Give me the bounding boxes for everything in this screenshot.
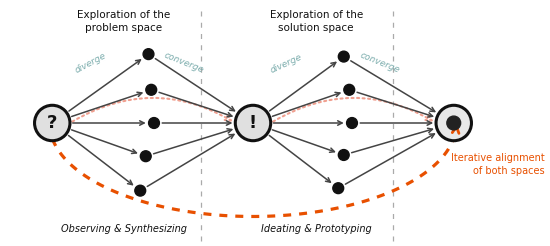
Text: !: ! <box>249 114 257 132</box>
Text: Exploration of the
solution space: Exploration of the solution space <box>270 10 363 33</box>
Text: Iterative alignment
of both spaces: Iterative alignment of both spaces <box>451 154 544 176</box>
Ellipse shape <box>436 105 471 141</box>
Text: ?: ? <box>47 114 57 132</box>
Text: converge: converge <box>163 51 206 75</box>
Ellipse shape <box>346 118 358 128</box>
Text: Observing & Synthesizing: Observing & Synthesizing <box>60 224 187 234</box>
Ellipse shape <box>143 49 154 60</box>
Text: diverge: diverge <box>74 51 108 75</box>
Ellipse shape <box>344 84 355 95</box>
Text: Exploration of the
problem space: Exploration of the problem space <box>77 10 170 33</box>
Ellipse shape <box>35 105 70 141</box>
Ellipse shape <box>338 150 349 160</box>
Ellipse shape <box>135 185 146 196</box>
Ellipse shape <box>338 51 349 62</box>
Text: converge: converge <box>358 51 401 75</box>
Ellipse shape <box>235 105 271 141</box>
Ellipse shape <box>146 84 157 95</box>
Text: diverge: diverge <box>268 52 304 75</box>
Ellipse shape <box>140 151 151 162</box>
Ellipse shape <box>333 183 344 194</box>
Ellipse shape <box>148 118 159 128</box>
Text: Ideating & Prototyping: Ideating & Prototyping <box>261 224 372 234</box>
Ellipse shape <box>447 116 461 130</box>
